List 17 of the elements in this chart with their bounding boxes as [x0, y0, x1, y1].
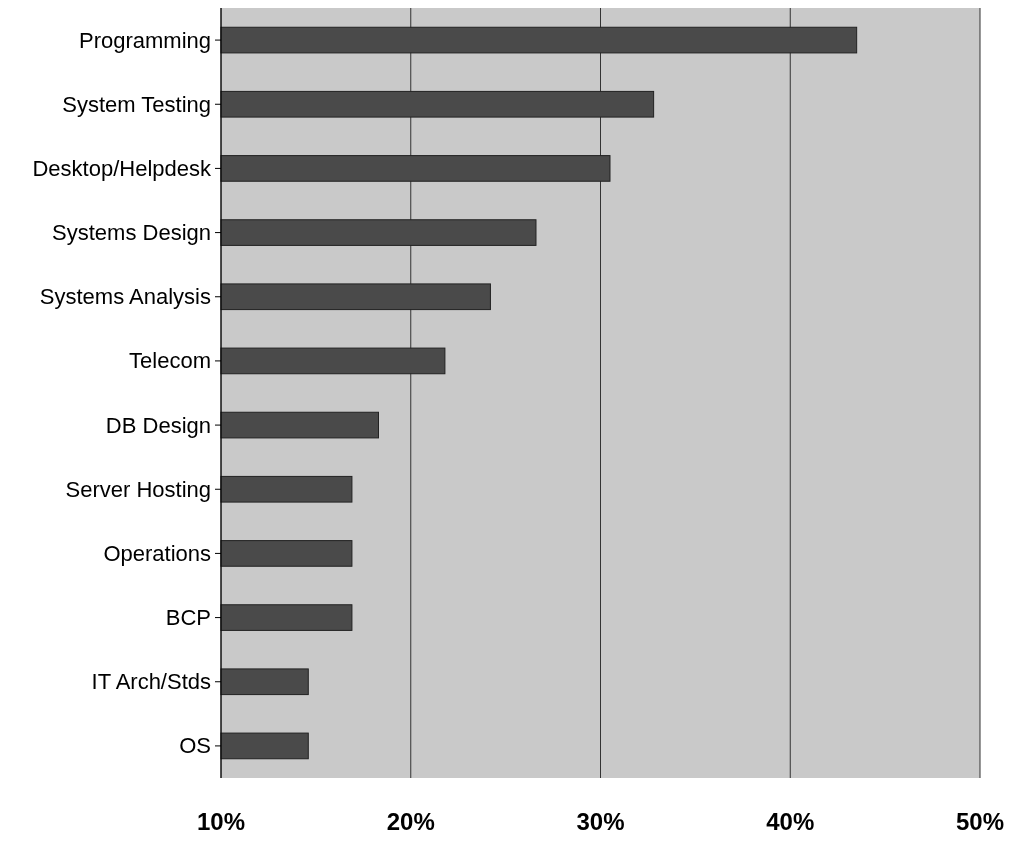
y-tick-label: Systems Design	[52, 220, 211, 246]
y-tick-label: Programming	[78, 27, 211, 53]
y-tick-label: System Testing	[62, 91, 211, 117]
y-tick-label: Systems Analysis	[39, 284, 211, 310]
y-tick-label: DB Design	[105, 412, 211, 438]
y-tick-label: IT Arch/Stds	[91, 669, 211, 695]
y-tick-label: OS	[179, 733, 211, 759]
x-tick-label: 20%	[386, 808, 435, 835]
x-tick-label: 50%	[955, 808, 1005, 835]
x-tick-label: 10%	[196, 808, 246, 835]
y-tick-label: Server Hosting	[65, 476, 211, 502]
x-tick-label: 40%	[766, 808, 815, 835]
y-tick-label: Telecom	[129, 348, 211, 374]
y-tick-label: BCP	[165, 605, 211, 631]
x-tick-label: 30%	[576, 808, 625, 835]
y-tick-label: Operations	[103, 540, 211, 566]
y-tick-label: Desktop/Helpdesk	[32, 155, 212, 181]
